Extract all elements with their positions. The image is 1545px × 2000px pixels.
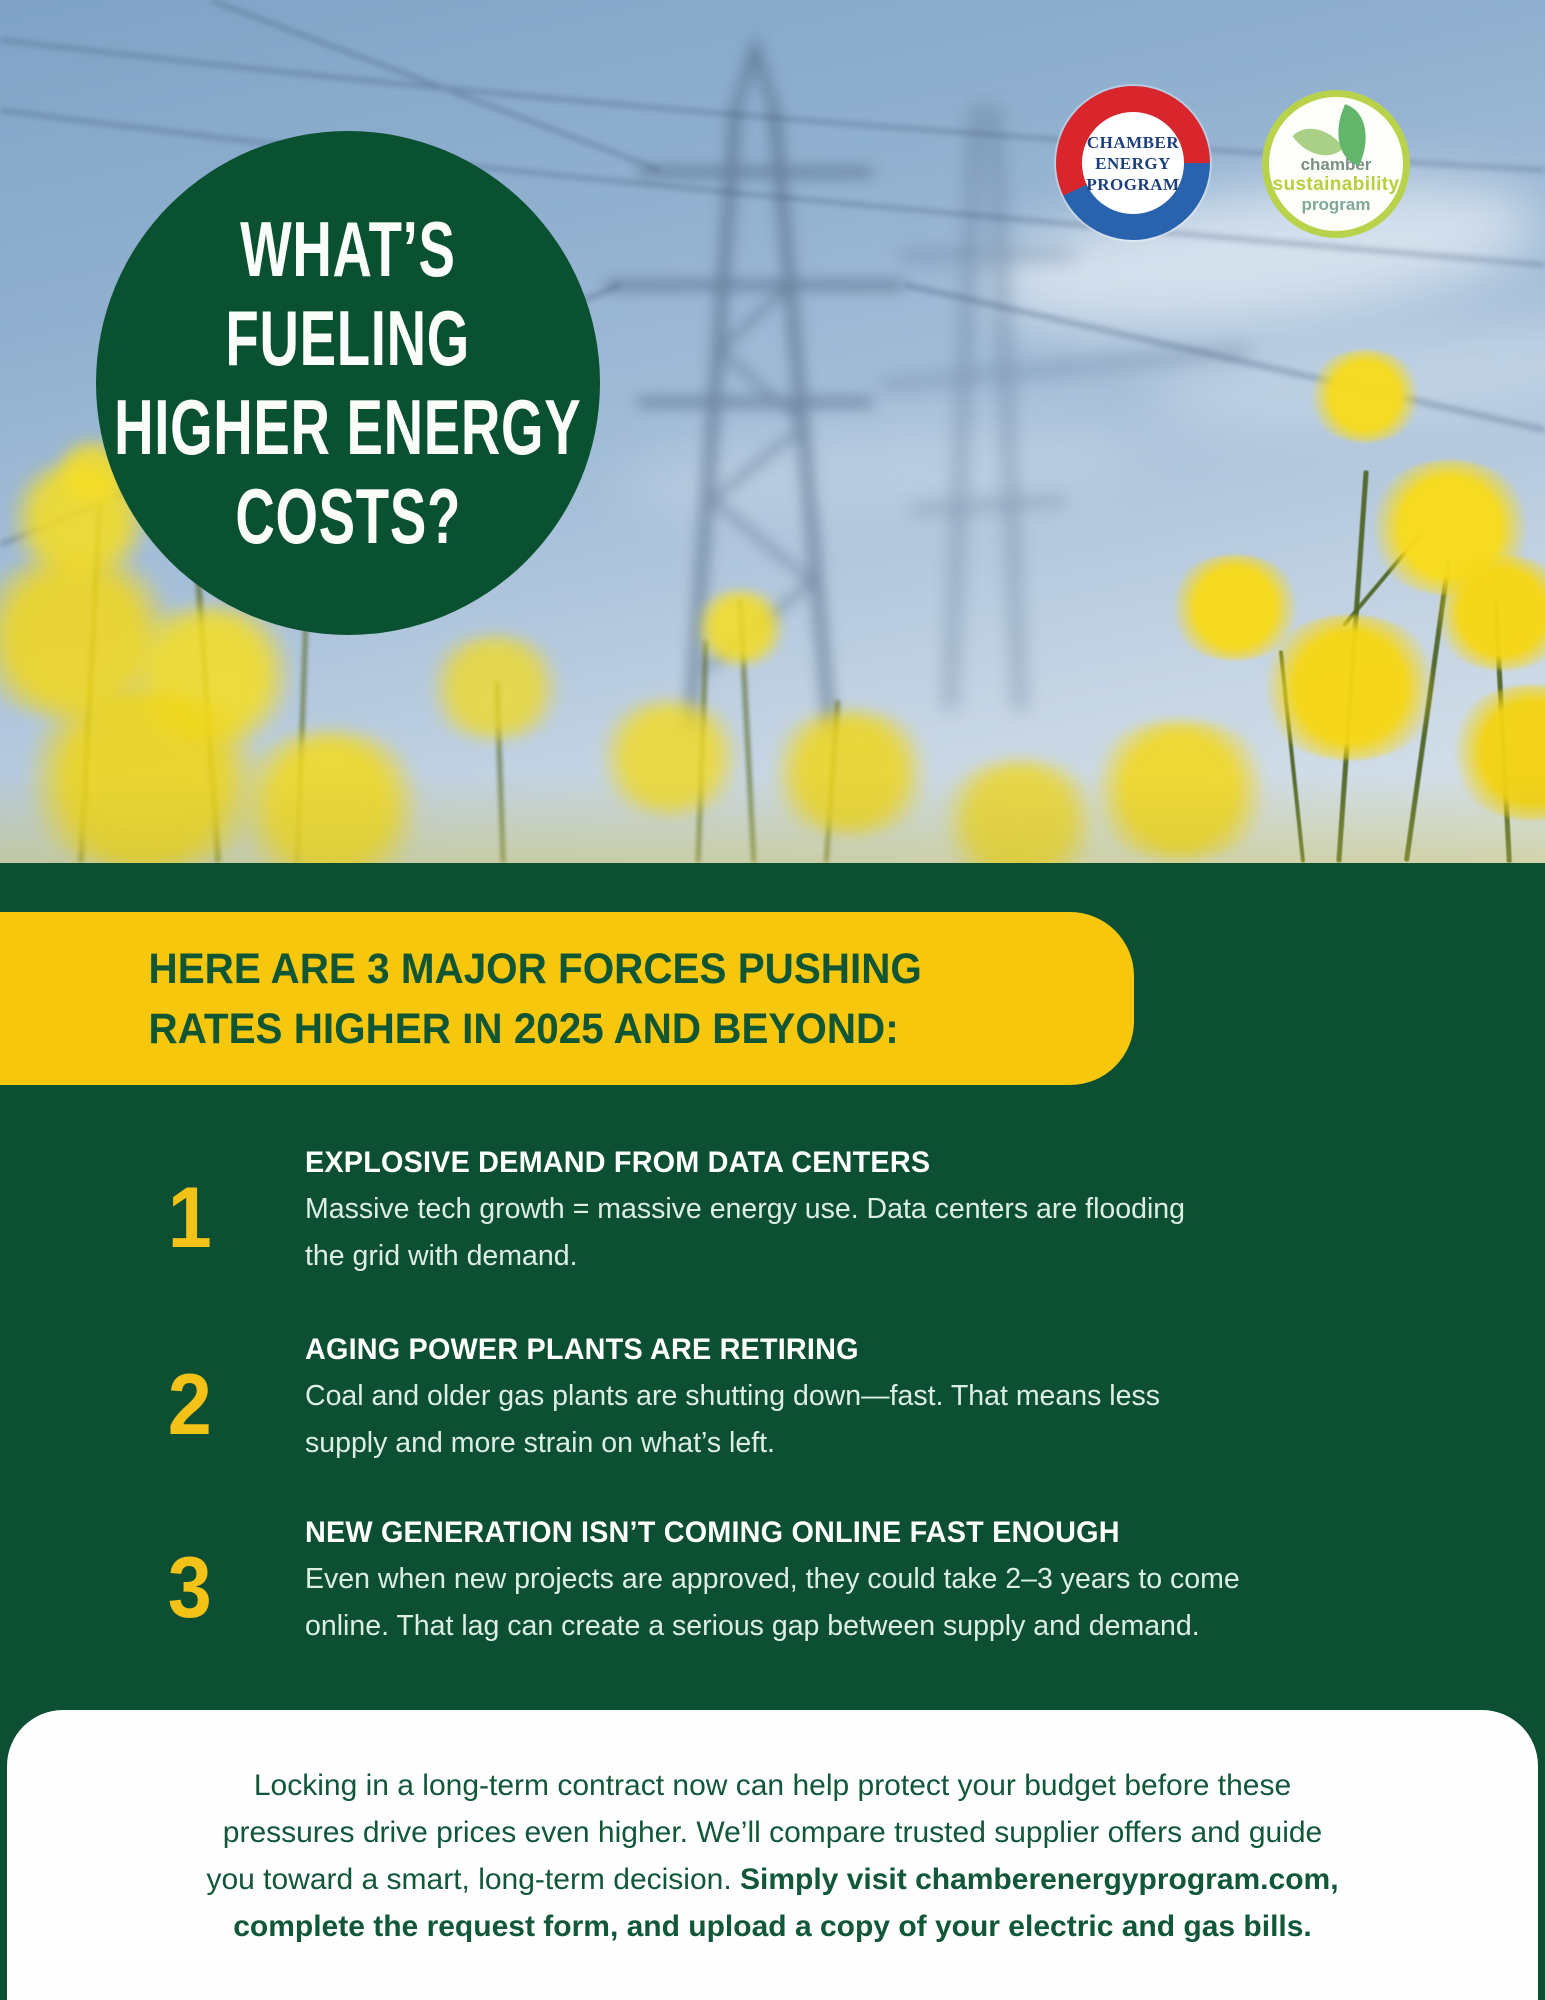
- footer-card: Locking in a long-term contract now can …: [7, 1710, 1538, 2000]
- force-body-line: online. That lag can create a serious ga…: [305, 1610, 1200, 1642]
- force-heading: NEW GENERATION ISN’T COMING ONLINE FAST …: [305, 1516, 1120, 1549]
- force-body: Even when new projects are approved, the…: [305, 1556, 1240, 1650]
- logo-text-line: ENERGY: [1095, 153, 1171, 173]
- power-pylon-secondary-illustration: [880, 104, 1251, 710]
- footer-text-line: you toward a smart, long-term decision. …: [7, 1856, 1538, 1903]
- chamber-sustainability-program-logo: chamber sustainability program: [1262, 90, 1410, 238]
- force-heading: AGING POWER PLANTS ARE RETIRING: [305, 1333, 859, 1366]
- force-number: 2: [167, 1357, 212, 1453]
- force-body-line: supply and more strain on what’s left.: [305, 1427, 775, 1459]
- logo-text-line: PROGRAM: [1086, 174, 1180, 194]
- force-heading: EXPLOSIVE DEMAND FROM DATA CENTERS: [305, 1146, 931, 1179]
- banner-line: RATES HIGHER IN 2025 AND BEYOND:: [148, 1004, 899, 1053]
- force-number: 3: [167, 1540, 212, 1636]
- force-item: 3 NEW GENERATION ISN’T COMING ONLINE FAS…: [0, 1513, 1460, 1650]
- hero-photo-section: WHAT’S FUELING HIGHER ENERGY COSTS? CHAM…: [0, 0, 1545, 863]
- logo-text-line: CHAMBER: [1086, 132, 1180, 152]
- force-item: 2 AGING POWER PLANTS ARE RETIRING Coal a…: [0, 1330, 1460, 1467]
- force-item: 1 EXPLOSIVE DEMAND FROM DATA CENTERS Mas…: [0, 1143, 1460, 1280]
- page-title-line: WHAT’S: [240, 205, 456, 293]
- page-title-line: COSTS?: [235, 472, 461, 560]
- force-body-line: Massive tech growth = massive energy use…: [305, 1193, 1185, 1225]
- force-body-line: Even when new projects are approved, the…: [305, 1563, 1240, 1595]
- title-circle: WHAT’S FUELING HIGHER ENERGY COSTS?: [96, 131, 600, 635]
- footer-text: Locking in a long-term contract now can …: [7, 1762, 1538, 1950]
- banner-line: HERE ARE 3 MAJOR FORCES PUSHING: [148, 944, 922, 993]
- footer-text-regular: you toward a smart, long-term decision.: [206, 1863, 740, 1896]
- banner: HERE ARE 3 MAJOR FORCES PUSHING RATES HI…: [0, 912, 1134, 1085]
- force-body: Massive tech growth = massive energy use…: [305, 1186, 1185, 1280]
- page-title-line: FUELING: [225, 294, 471, 382]
- chamber-energy-program-logo-center: CHAMBER ENERGY PROGRAM: [1082, 112, 1184, 214]
- footer-text-line: Locking in a long-term contract now can …: [253, 1769, 1292, 1802]
- leaves-icon: [1292, 104, 1379, 169]
- logo-text-line: program: [1301, 195, 1371, 214]
- footer-text-line: pressures drive prices even higher. We’l…: [222, 1816, 1323, 1849]
- force-number: 1: [167, 1170, 212, 1266]
- footer-website-text: Simply visit chamberenergyprogram.com,: [740, 1863, 1339, 1896]
- page-title-line: HIGHER ENERGY: [114, 383, 582, 471]
- logo-text-line: sustainability: [1272, 174, 1400, 195]
- force-body-line: Coal and older gas plants are shutting d…: [305, 1380, 1160, 1412]
- force-body-line: the grid with demand.: [305, 1240, 578, 1272]
- force-body: Coal and older gas plants are shutting d…: [305, 1373, 1160, 1467]
- footer-text-line: complete the request form, and upload a …: [233, 1910, 1312, 1943]
- chamber-energy-program-logo: CHAMBER ENERGY PROGRAM: [1056, 86, 1210, 240]
